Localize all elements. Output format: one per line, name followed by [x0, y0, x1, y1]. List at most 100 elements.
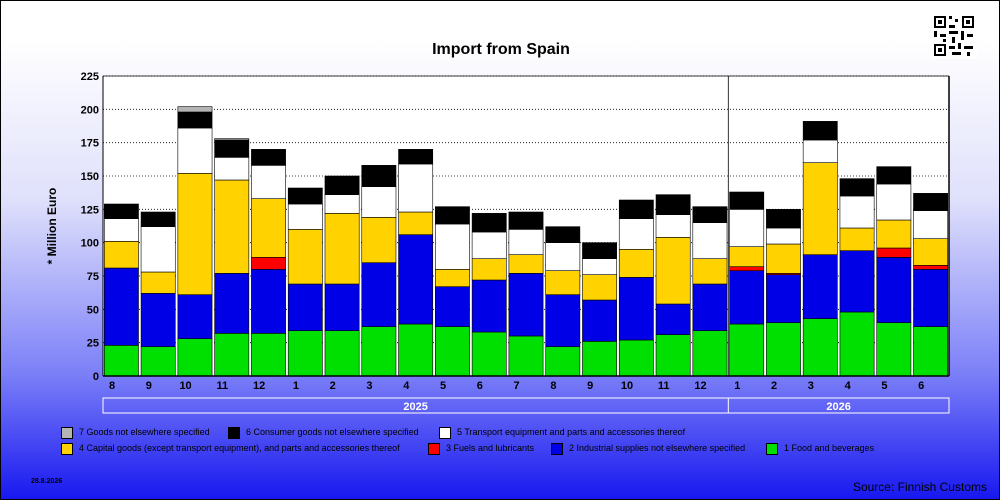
legend-swatch — [61, 426, 73, 439]
bar-segment — [618, 218, 654, 250]
bar-segment — [251, 257, 286, 270]
bar-segment — [324, 175, 360, 195]
legend-item-consumer-goods: 6 Consumer goods not elsewhere specified — [228, 426, 419, 439]
x-tick-label: 11 — [217, 380, 229, 392]
legend-item-food: 1 Food and beverages — [766, 442, 874, 455]
bar-segment — [435, 269, 470, 287]
bar-segment — [140, 226, 176, 273]
x-tick-label: 5 — [440, 380, 446, 392]
x-tick-label: 6 — [918, 380, 924, 392]
bar-segment — [655, 237, 691, 305]
bar-segment — [324, 213, 360, 285]
bar-segment — [398, 323, 434, 377]
bar-segment — [140, 271, 176, 294]
bar-segment — [361, 217, 397, 263]
bar-segment — [545, 226, 581, 243]
bar-segment — [103, 241, 139, 269]
bar-segment — [913, 238, 949, 266]
legend-item-transport-equipment: 5 Transport equipment and parts and acce… — [439, 426, 685, 439]
bar-segment — [251, 269, 286, 334]
legend-swatch — [228, 426, 240, 439]
y-tick-label: 25 — [87, 338, 99, 350]
source-note: Source: Finnish Customs — [852, 480, 987, 494]
bar-segment — [545, 294, 581, 347]
bar-segment — [251, 149, 286, 166]
legend-label: 6 Consumer goods not elsewhere specified — [246, 427, 419, 438]
x-tick-label: 8 — [109, 380, 115, 392]
bar-segment — [692, 206, 728, 223]
y-tick-label: 175 — [81, 138, 99, 150]
bar-segment — [103, 267, 139, 346]
x-tick-label: 4 — [403, 380, 410, 392]
bar-segment — [251, 333, 286, 377]
bar-segment — [471, 331, 507, 377]
bar-segment — [618, 249, 654, 278]
bar-segment — [324, 330, 360, 377]
y-tick-label: 225 — [81, 71, 99, 83]
bar-segment — [876, 183, 912, 221]
bar-segment — [655, 303, 691, 335]
bar-segment — [766, 322, 801, 377]
x-tick-label: 7 — [514, 380, 520, 392]
x-tick-label: 12 — [694, 380, 706, 392]
x-tick-label: 6 — [477, 380, 483, 392]
legend-swatch — [766, 442, 778, 455]
bar-segment — [140, 211, 176, 227]
bar-segment — [214, 333, 250, 377]
year-band — [102, 397, 950, 414]
bar-segment — [435, 223, 470, 270]
bar-segment — [251, 198, 286, 258]
bar-segment — [876, 219, 912, 249]
year-label: 2026 — [826, 401, 850, 413]
legend-label: 2 Industrial supplies not elsewhere spec… — [569, 443, 746, 454]
bar-segment — [435, 286, 470, 327]
bar-segment — [655, 334, 691, 377]
bar-segment — [103, 345, 139, 377]
bar-segment — [876, 166, 912, 185]
bar-segment — [324, 283, 360, 331]
bar-segment — [435, 206, 470, 225]
bar-segment — [398, 149, 434, 165]
chart-title: Import from Spain — [432, 41, 570, 58]
bar-segment — [913, 193, 949, 211]
bar-segment — [508, 211, 544, 230]
bar-segment — [618, 277, 654, 341]
bar-segment — [361, 165, 397, 187]
legend-item-goods-nes: 7 Goods not elsewhere specified — [61, 426, 210, 439]
bar-segment — [692, 222, 728, 259]
x-tick-label: 4 — [845, 380, 852, 392]
bar-segment — [618, 339, 654, 377]
bar-segment — [876, 257, 912, 323]
bar-segment — [214, 179, 250, 274]
bar-segment — [582, 341, 617, 377]
bar-segment — [729, 323, 765, 377]
x-tick-label: 1 — [734, 380, 740, 392]
legend-item-industrial-supplies: 2 Industrial supplies not elsewhere spec… — [551, 442, 745, 455]
bar-segment — [839, 250, 875, 313]
bar-segment — [177, 173, 213, 295]
bar-segment — [361, 186, 397, 218]
bar-segment — [692, 258, 728, 285]
bar-segment — [140, 346, 176, 377]
x-tick-label: 12 — [253, 380, 265, 392]
bar-segment — [766, 209, 801, 229]
bar-segment — [913, 265, 949, 270]
x-tick-label: 10 — [621, 380, 633, 392]
bar-segment — [398, 163, 434, 213]
bar-segment — [545, 242, 581, 271]
bar-segment — [214, 273, 250, 334]
y-axis-label: * Million Euro — [45, 188, 59, 265]
date-stamp: 28.8.2026 — [31, 478, 63, 485]
y-tick-label: 125 — [81, 204, 99, 216]
bar-segment — [398, 211, 434, 235]
bar-segment — [802, 318, 838, 377]
bar-segment — [802, 162, 838, 255]
x-tick-label: 9 — [146, 380, 152, 392]
bar-segment — [435, 326, 470, 377]
bar-segment — [214, 139, 250, 158]
qr-code-icon — [931, 13, 977, 59]
legend-label: 4 Capital goods (except transport equipm… — [79, 443, 400, 454]
bar-segment — [802, 121, 838, 141]
